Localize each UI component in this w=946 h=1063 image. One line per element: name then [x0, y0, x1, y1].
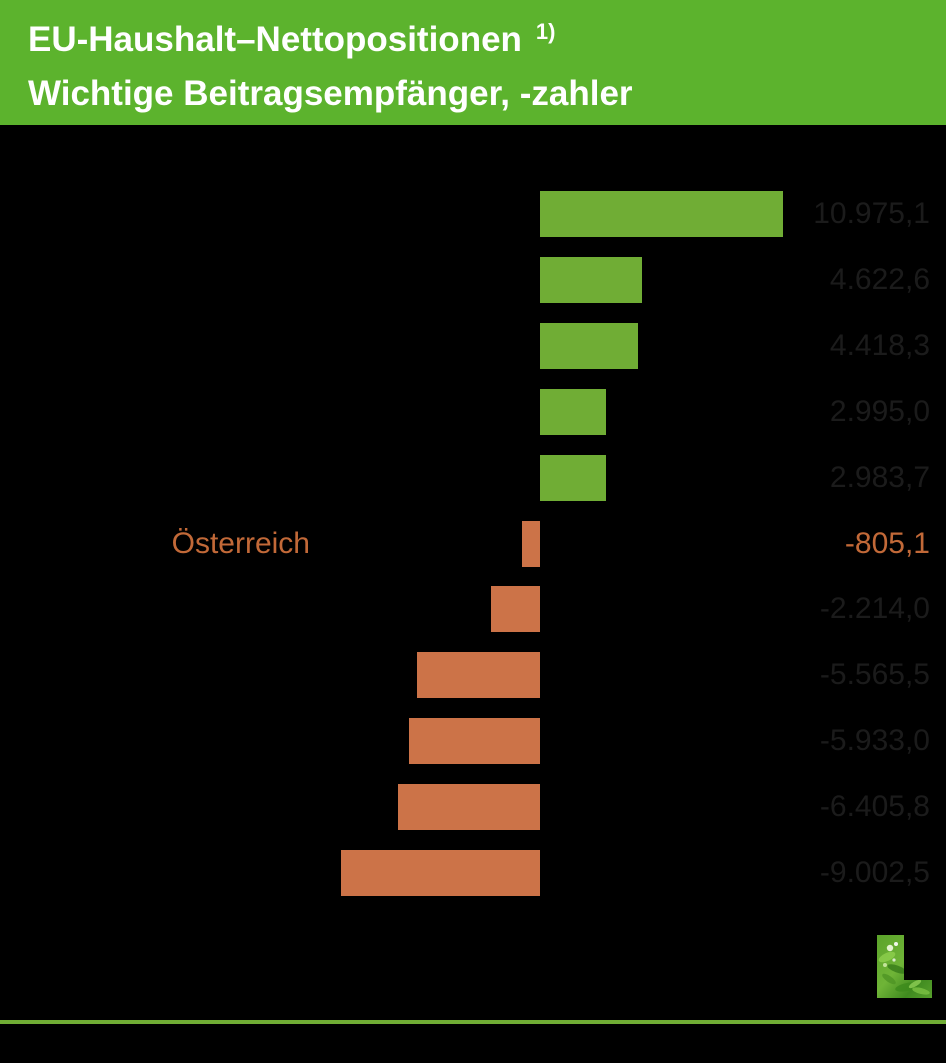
value-label: -805,1 — [844, 527, 930, 560]
positive-bar — [540, 389, 606, 435]
chart-title-line1: EU-Haushalt–Nettopositionen 1) — [28, 15, 946, 69]
value-label: 2.995,0 — [829, 395, 930, 428]
bar-row: Österreich -805,1 — [0, 521, 946, 567]
value-label: 4.418,3 — [829, 329, 930, 362]
bar-row: -6.405,8 — [0, 784, 946, 830]
bar-row: 4.418,3 — [0, 323, 946, 369]
negative-bar — [341, 850, 540, 896]
footnote-marker: 1) — [535, 19, 556, 44]
value-label: 4.622,6 — [829, 263, 930, 296]
positive-bar — [540, 323, 638, 369]
positive-bar — [540, 455, 606, 501]
value-label: -6.405,8 — [819, 790, 930, 823]
leaf-L-logo — [877, 935, 932, 998]
bar-row: -5.565,5 — [0, 652, 946, 698]
chart-title-line2: Wichtige Beitragsempfänger, -zahler — [28, 74, 633, 113]
bar-row: 4.622,6 — [0, 257, 946, 303]
negative-bar — [491, 586, 540, 632]
value-label: -2.214,0 — [819, 592, 930, 625]
negative-bar — [398, 784, 540, 830]
positive-bar — [540, 191, 783, 237]
chart-title-text: EU-Haushalt–Nettopositionen — [28, 20, 522, 59]
value-label: 2.983,7 — [829, 461, 930, 494]
positive-bar — [540, 257, 642, 303]
value-label: -5.565,5 — [819, 658, 930, 691]
negative-bar — [417, 652, 540, 698]
bar-row: 2.983,7 — [0, 455, 946, 501]
bar-row: 10.975,1 — [0, 191, 946, 237]
value-label: -5.933,0 — [819, 724, 930, 757]
value-label: 10.975,1 — [813, 197, 930, 230]
bar-row: -5.933,0 — [0, 718, 946, 764]
bar-row: 2.995,0 — [0, 389, 946, 435]
value-label: -9.002,5 — [819, 856, 930, 889]
bar-row: -9.002,5 — [0, 850, 946, 896]
bar-row: -2.214,0 — [0, 586, 946, 632]
footer-divider-line — [0, 1020, 946, 1024]
category-label: Österreich — [171, 527, 310, 560]
chart-header: EU-Haushalt–Nettopositionen 1) Wichtige B… — [0, 0, 946, 125]
negative-bar — [522, 521, 540, 567]
negative-bar — [409, 718, 540, 764]
